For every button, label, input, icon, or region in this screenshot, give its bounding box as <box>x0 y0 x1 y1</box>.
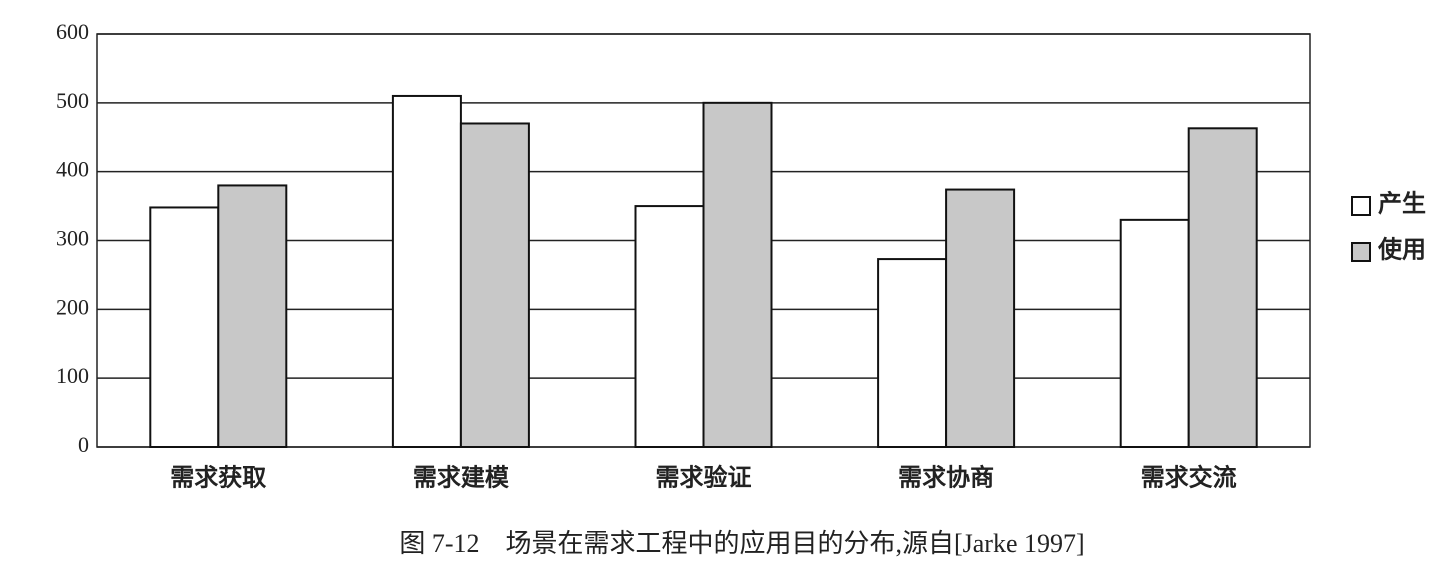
legend-swatch <box>1351 242 1371 262</box>
x-tick-label: 需求获取 <box>170 465 266 492</box>
legend-label: 产生 <box>1378 190 1426 218</box>
y-tick-label: 600 <box>56 19 89 44</box>
bar <box>877 258 948 448</box>
chart-caption: 图 7-12 场景在需求工程中的应用目的分布,源自[Jarke 1997] <box>399 529 1084 558</box>
bar <box>702 101 773 448</box>
legend-swatch <box>1351 196 1371 216</box>
x-tick-label: 需求建模 <box>413 465 510 492</box>
y-tick-label: 500 <box>56 88 89 113</box>
bar <box>217 184 288 449</box>
bar <box>1187 127 1258 448</box>
x-tick-label: 需求交流 <box>1141 464 1237 492</box>
y-tick-label: 100 <box>56 363 89 388</box>
bar <box>1119 218 1190 448</box>
y-tick-label: 300 <box>56 226 89 251</box>
bar <box>391 94 462 448</box>
bar <box>634 205 705 448</box>
bar <box>149 206 220 448</box>
legend-label: 使用 <box>1377 237 1426 264</box>
x-tick-label: 需求验证 <box>656 464 752 492</box>
y-tick-label: 0 <box>78 432 89 457</box>
y-tick-label: 200 <box>56 294 89 319</box>
bar <box>459 122 530 448</box>
y-tick-label: 400 <box>56 157 89 182</box>
x-tick-label: 需求协商 <box>898 464 994 492</box>
bar <box>945 188 1016 449</box>
